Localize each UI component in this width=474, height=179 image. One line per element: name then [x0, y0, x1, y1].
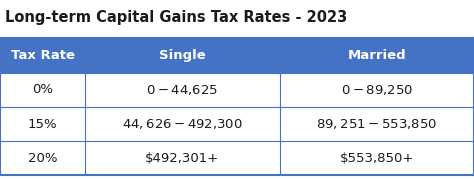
Text: $0 - $89,250: $0 - $89,250 [341, 83, 413, 97]
Text: 0%: 0% [32, 83, 53, 96]
Bar [0, 107, 474, 141]
Bar [0, 38, 474, 73]
Text: 15%: 15% [28, 118, 57, 130]
Bar [0, 73, 474, 107]
Text: $89,251 - $553,850: $89,251 - $553,850 [316, 117, 438, 131]
Text: Long-term Capital Gains Tax Rates - 2023: Long-term Capital Gains Tax Rates - 2023 [5, 10, 347, 25]
Text: Tax Rate: Tax Rate [10, 49, 75, 62]
Text: $553,850+: $553,850+ [340, 152, 414, 165]
Text: $44,626 - $492,300: $44,626 - $492,300 [122, 117, 243, 131]
Bar [0, 141, 474, 175]
Text: 20%: 20% [28, 152, 57, 165]
Text: $0 - $44,625: $0 - $44,625 [146, 83, 219, 97]
Text: Married: Married [347, 49, 406, 62]
Text: Single: Single [159, 49, 206, 62]
Text: $492,301+: $492,301+ [146, 152, 219, 165]
